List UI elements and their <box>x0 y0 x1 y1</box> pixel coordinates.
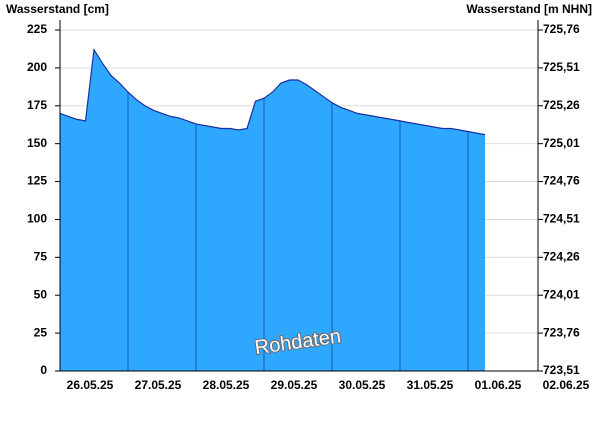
y2-tick-label: 724,26 <box>543 250 580 264</box>
x-tick-label: 31.05.25 <box>407 378 454 392</box>
x-tick-label: 28.05.25 <box>203 378 250 392</box>
y-axis-title: Wasserstand [cm] <box>6 2 109 16</box>
y-tick-label: 150 <box>27 136 47 150</box>
x-tick-label: 27.05.25 <box>135 378 182 392</box>
x-tick-label: 26.05.25 <box>67 378 114 392</box>
y-tick-label: 75 <box>34 250 48 264</box>
y-tick-label: 125 <box>27 174 47 188</box>
y2-tick-label: 723,76 <box>543 325 580 339</box>
y2-axis-title: Wasserstand [m NHN] <box>466 2 592 16</box>
y-tick-label: 200 <box>27 60 47 74</box>
area <box>60 49 485 371</box>
y-tick-label: 25 <box>34 325 48 339</box>
y-tick-label: 50 <box>34 287 48 301</box>
y2-tick-label: 725,01 <box>543 136 580 150</box>
y-tick-label: 0 <box>40 363 47 377</box>
y-tick-label: 100 <box>27 212 47 226</box>
y2-tick-label: 725,51 <box>543 60 580 74</box>
y2-tick-label: 723,51 <box>543 363 580 377</box>
y-tick-label: 175 <box>27 98 47 112</box>
x-tick-label: 30.05.25 <box>339 378 386 392</box>
y2-tick-label: 724,51 <box>543 212 580 226</box>
y2-tick-label: 724,76 <box>543 174 580 188</box>
y-tick-label: 225 <box>27 22 47 36</box>
y2-tick-label: 725,26 <box>543 98 580 112</box>
x-tick-label: 29.05.25 <box>271 378 318 392</box>
y2-tick-label: 724,01 <box>543 287 580 301</box>
area-outline <box>59 47 486 136</box>
x-tick-label: 02.06.25 <box>543 378 590 392</box>
y2-tick-label: 725,76 <box>543 22 580 36</box>
x-tick-label: 01.06.25 <box>475 378 522 392</box>
